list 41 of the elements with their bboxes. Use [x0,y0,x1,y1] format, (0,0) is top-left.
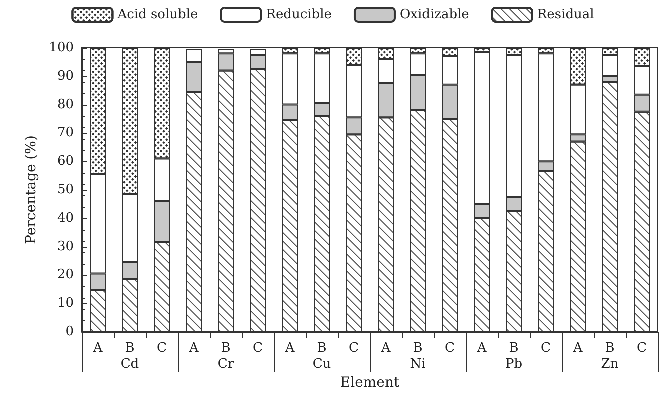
text: Cd [120,357,140,372]
text: Zn [601,357,620,372]
x-tick-label: B [125,341,135,356]
legend-label: Residual [537,8,594,22]
x-tick-label: C [349,341,360,356]
x-tick-label: C [157,341,168,356]
text: Ni [410,357,426,372]
legend-label: Reducible [266,8,332,22]
x-tick-label: C [637,341,648,356]
x-tick-label: B [221,341,231,356]
x-tick-label: B [509,341,519,356]
y-tick-label: 50 [57,182,74,198]
x-tick-label: C [253,341,264,356]
text: Cu [312,357,332,372]
x-tick-label: A [92,341,104,356]
y-tick-label: 70 [57,126,74,141]
y-tick-label: 30 [57,239,74,254]
y-tick-label: 90 [57,68,74,84]
x-tick-label: A [476,341,488,356]
y-tick-label: 80 [57,97,74,112]
x-tick-label: B [413,341,423,356]
x-tick-label: B [605,341,615,356]
legend-label: Acid soluble [116,8,198,22]
x-tick-label: A [572,341,584,356]
y-tick-label: 40 [57,210,74,226]
y-tick-label: 20 [57,268,74,283]
x-tick-label: A [380,341,392,356]
x-tick-label: C [445,341,456,356]
x-tick-label: A [284,341,296,356]
x-tick-label: A [188,341,200,356]
x-axis-title: Element [340,375,400,391]
y-tick-label: 10 [57,296,74,312]
y-tick-label: 0 [66,324,74,340]
y-axis-title: Percentage (%) [23,136,40,244]
text: Cr [218,357,235,372]
y-tick-label: 60 [57,154,74,170]
x-tick-label: B [317,341,327,356]
legend-label: Oxidizable [400,8,470,22]
text: Pb [505,357,523,372]
x-tick-label: C [541,341,552,356]
y-tick-label: 100 [49,40,74,56]
